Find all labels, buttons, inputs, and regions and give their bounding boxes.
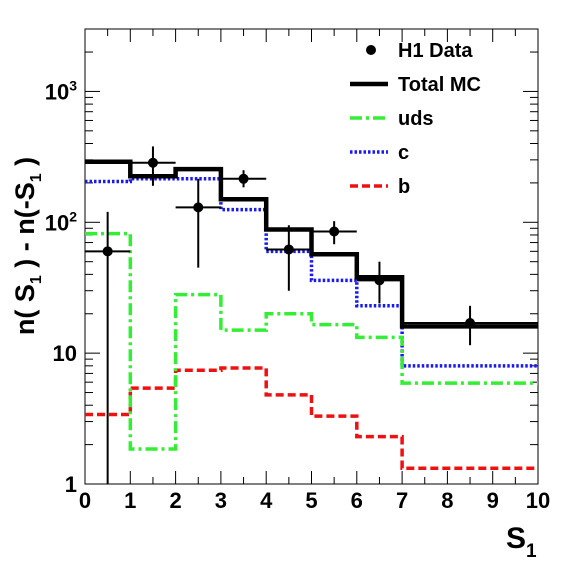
data-marker: [329, 226, 340, 237]
x-tick-label: 2: [169, 488, 181, 513]
data-point: [220, 170, 267, 188]
data-point: [85, 211, 131, 484]
legend-label: c: [398, 142, 409, 164]
legend-item-uds: uds: [350, 108, 434, 130]
legend-marker: [366, 45, 376, 55]
legend-item-c: c: [350, 142, 409, 164]
y-tick-label: 102: [45, 208, 77, 235]
legend-label: b: [398, 176, 410, 198]
x-axis-title: S1: [506, 522, 537, 562]
legend-item-h1-data: H1 Data: [366, 40, 473, 62]
y-tick-label: 10: [53, 341, 77, 366]
data-points: [85, 146, 538, 484]
x-tick-label: 7: [396, 488, 408, 513]
data-marker: [374, 275, 385, 286]
x-tick-label: 3: [215, 488, 227, 513]
data-point: [266, 225, 312, 291]
data-point: [311, 221, 357, 245]
data-point: [130, 146, 176, 186]
data-marker: [147, 157, 158, 168]
x-tick-label: 4: [260, 488, 273, 513]
x-axis-title-subscript: 1: [526, 541, 537, 562]
x-tick-label: 10: [526, 488, 550, 513]
series-b-line: [85, 366, 538, 470]
legend-item-b: b: [350, 176, 410, 198]
data-marker: [102, 246, 113, 257]
x-tick-label: 0: [79, 488, 91, 513]
data-point: [175, 178, 221, 268]
y-axis-title: n( S1 ) - n(-S1 ): [10, 157, 45, 335]
x-tick-label: 6: [351, 488, 363, 513]
x-tick-label: 9: [487, 488, 499, 513]
y-tick-labels: 1 10 102 103: [45, 77, 77, 497]
x-tick-label: 8: [441, 488, 453, 513]
x-tick-label: 5: [305, 488, 317, 513]
data-point: [402, 305, 538, 346]
series-uds-line: [85, 231, 538, 451]
legend: H1 Data Total MC uds cb: [350, 40, 481, 198]
legend-label: Total MC: [398, 74, 481, 96]
series-c-line: [85, 177, 538, 368]
data-marker: [465, 317, 476, 328]
data-marker: [238, 173, 249, 184]
legend-item-total-mc: Total MC: [350, 74, 481, 96]
data-marker: [193, 202, 204, 213]
data-marker: [283, 244, 294, 255]
legend-label: uds: [398, 108, 434, 130]
x-tick-label: 1: [124, 488, 136, 513]
y-tick-label: 103: [45, 77, 77, 104]
y-tick-label: 1: [65, 472, 77, 497]
x-tick-labels: 0 1 2 3 4 5 6 7 8 9 10: [79, 488, 550, 513]
data-point: [356, 261, 403, 304]
legend-label: H1 Data: [398, 40, 473, 62]
